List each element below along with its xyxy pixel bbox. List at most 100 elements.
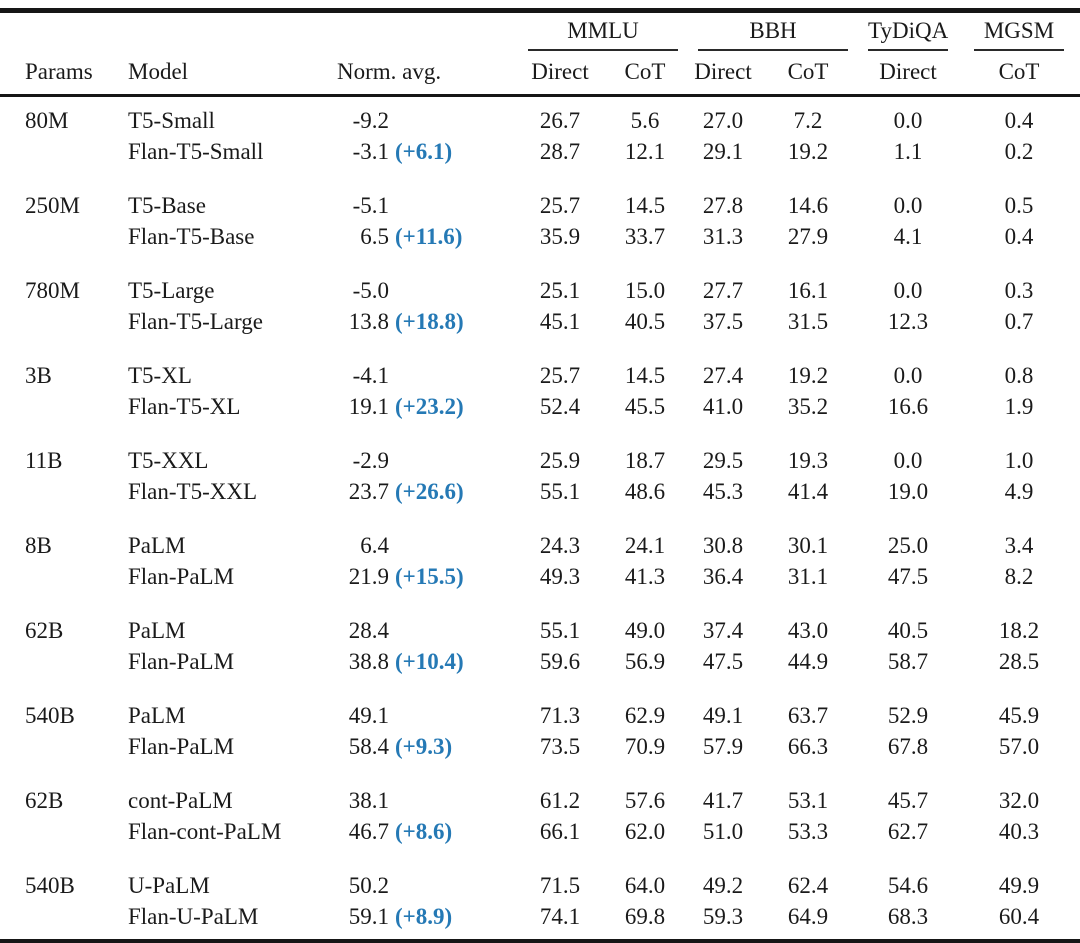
cell-mmlu-cot: 24.1 (624, 533, 666, 558)
cell-mgsm-cot: 28.5 (998, 649, 1040, 674)
cell-mgsm-cot: 40.3 (998, 819, 1040, 844)
cell-mmlu-direct: 71.3 (539, 703, 581, 728)
cell-tydiqa-direct: 0.0 (893, 278, 923, 303)
column-header-mgsm-cot: CoT (958, 51, 1080, 97)
cell-tydiqa-direct: 0.0 (893, 193, 923, 218)
cell-norm-avg: -3.1 (+6.1) (322, 136, 518, 167)
norm-avg-delta: (+26.6) (395, 479, 464, 504)
cell-params: 62B (25, 618, 64, 643)
table-row: 540B PaLM 49.1 71.3 62.9 49.1 63.7 52.9 45.9 (0, 677, 1080, 731)
cell-tydiqa-direct: 67.8 (887, 734, 929, 759)
cell-bbh-cot: 16.1 (787, 278, 829, 303)
cell-tydiqa-direct: 45.7 (887, 788, 929, 813)
cell-model: Flan-cont-PaLM (128, 819, 282, 844)
cell-bbh-cot: 19.2 (787, 363, 829, 388)
cell-bbh-direct: 29.1 (702, 139, 744, 164)
cell-mgsm-cot: 0.5 (1004, 193, 1034, 218)
norm-avg-delta: (+18.8) (395, 309, 464, 334)
table-row: 62B PaLM 28.4 55.1 49.0 37.4 43.0 40.5 18.2 (0, 592, 1080, 646)
cell-params (0, 306, 112, 337)
cell-bbh-direct: 49.2 (702, 873, 744, 898)
cell-bbh-cot: 35.2 (787, 394, 829, 419)
cell-tydiqa-direct: 52.9 (887, 703, 929, 728)
cell-model: Flan-PaLM (128, 564, 235, 589)
cell-mgsm-cot: 49.9 (998, 873, 1040, 898)
norm-avg-delta: (+15.5) (395, 564, 464, 589)
cell-mgsm-cot: 60.4 (998, 904, 1040, 929)
table-top-rule (0, 8, 1080, 13)
cell-norm-avg: -2.9 (322, 422, 518, 476)
cell-mmlu-direct: 71.5 (539, 873, 581, 898)
cell-tydiqa-direct: 40.5 (887, 618, 929, 643)
cell-mgsm-cot: 1.9 (1004, 394, 1034, 419)
cell-mgsm-cot: 0.8 (1004, 363, 1034, 388)
norm-avg-value: 23.7 (348, 479, 389, 504)
cell-mmlu-cot: 14.5 (624, 363, 666, 388)
cell-mmlu-cot: 5.6 (630, 108, 660, 133)
cell-mgsm-cot: 1.0 (1004, 448, 1034, 473)
table-row: 250M T5-Base -5.1 25.7 14.5 27.8 14.6 0.0 0.5 (0, 167, 1080, 221)
cell-norm-avg: 50.2 (322, 847, 518, 901)
norm-avg-value: 58.4 (348, 734, 389, 759)
cell-mmlu-cot: 56.9 (624, 649, 666, 674)
cell-mgsm-cot: 0.4 (1004, 108, 1034, 133)
cell-mmlu-direct: 59.6 (539, 649, 581, 674)
cell-tydiqa-direct: 68.3 (887, 904, 929, 929)
cell-params: 3B (25, 363, 52, 388)
cell-bbh-cot: 19.2 (787, 139, 829, 164)
cell-bbh-direct: 37.4 (702, 618, 744, 643)
cell-bbh-direct: 37.5 (702, 309, 744, 334)
norm-avg-value: 38.1 (348, 788, 389, 813)
norm-avg-delta: (+23.2) (395, 394, 464, 419)
cell-mgsm-cot: 57.0 (998, 734, 1040, 759)
cell-bbh-cot: 62.4 (787, 873, 829, 898)
cell-model: Flan-U-PaLM (128, 904, 259, 929)
cell-model: T5-Small (128, 108, 215, 133)
norm-avg-value: 38.8 (348, 649, 389, 674)
cell-norm-avg: -5.1 (322, 167, 518, 221)
norm-avg-value: 49.1 (348, 703, 389, 728)
cell-mmlu-cot: 40.5 (624, 309, 666, 334)
cell-norm-avg: 38.1 (322, 762, 518, 816)
cell-bbh-direct: 41.7 (702, 788, 744, 813)
norm-avg-delta: (+8.6) (395, 819, 453, 844)
cell-mgsm-cot: 8.2 (1004, 564, 1034, 589)
table-row: 62B cont-PaLM 38.1 61.2 57.6 41.7 53.1 45.7 32.0 (0, 762, 1080, 816)
norm-avg-value: 13.8 (348, 309, 389, 334)
table-row: 540B U-PaLM 50.2 71.5 64.0 49.2 62.4 54.6 49.9 (0, 847, 1080, 901)
cell-bbh-direct: 59.3 (702, 904, 744, 929)
cell-bbh-direct: 29.5 (702, 448, 744, 473)
cell-tydiqa-direct: 1.1 (893, 139, 923, 164)
cell-params (0, 646, 112, 677)
cell-bbh-direct: 27.8 (702, 193, 744, 218)
cell-bbh-direct: 51.0 (702, 819, 744, 844)
cell-bbh-cot: 19.3 (787, 448, 829, 473)
group-label-mmlu: MMLU (567, 18, 639, 43)
cell-norm-avg: 13.8 (+18.8) (322, 306, 518, 337)
cell-mmlu-direct: 61.2 (539, 788, 581, 813)
norm-avg-value: 6.4 (360, 533, 389, 558)
cell-bbh-direct: 47.5 (702, 649, 744, 674)
cell-norm-avg: 19.1 (+23.2) (322, 391, 518, 422)
group-header-mmlu: MMLU (518, 13, 688, 51)
norm-avg-delta: (+11.6) (395, 224, 463, 249)
cell-tydiqa-direct: 47.5 (887, 564, 929, 589)
cell-params: 11B (25, 448, 63, 473)
cell-params: 80M (25, 108, 69, 133)
table-row: Flan-PaLM 38.8 (+10.4) 59.6 56.9 47.5 44.9 58.7… (0, 646, 1080, 677)
norm-avg-delta: (+6.1) (395, 139, 453, 164)
cell-bbh-direct: 27.0 (702, 108, 744, 133)
cell-bbh-cot: 27.9 (787, 224, 829, 249)
column-header-row: Params Model Norm. avg. Direct CoT Direc… (0, 51, 1080, 97)
cell-bbh-direct: 49.1 (702, 703, 744, 728)
bbh-underline: BBH (698, 18, 849, 51)
cell-params: 540B (25, 703, 75, 728)
cell-norm-avg: 6.5 (+11.6) (322, 221, 518, 252)
cell-bbh-direct: 41.0 (702, 394, 744, 419)
cell-mmlu-cot: 62.9 (624, 703, 666, 728)
norm-avg-value: -5.1 (352, 193, 389, 218)
cell-params (0, 476, 112, 507)
cell-bbh-direct: 27.7 (702, 278, 744, 303)
cell-norm-avg: 23.7 (+26.6) (322, 476, 518, 507)
